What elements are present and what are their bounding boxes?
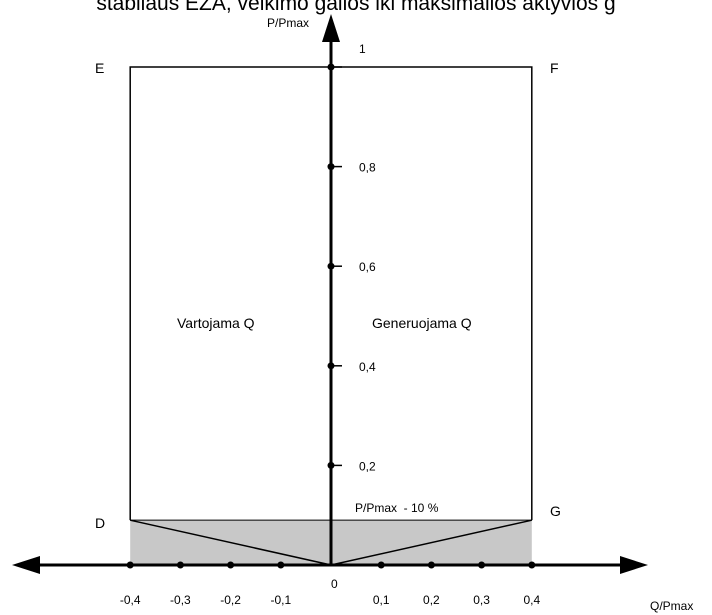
y-tick-label: 0,8 bbox=[359, 161, 376, 175]
x-tick-label: -0,4 bbox=[120, 593, 141, 607]
x-axis-right-arrow-icon bbox=[620, 556, 648, 574]
diagonal-origin-to-d bbox=[130, 519, 332, 566]
x-tick-label: 0,2 bbox=[423, 593, 440, 607]
x-tick-mark bbox=[427, 561, 435, 569]
x-tick-label: -0,3 bbox=[170, 593, 191, 607]
corner-label-d: D bbox=[95, 515, 105, 531]
x-tick-mark bbox=[277, 561, 285, 569]
x-axis-ticks: -0,4 -0,3 -0,2 -0,1 0,1 0,2 0,3 0,4 bbox=[120, 561, 540, 607]
y-axis-ticks: 0,2 0,4 0,6 0,8 1 bbox=[327, 42, 376, 473]
y-axis-up-arrow-icon bbox=[322, 14, 340, 42]
threshold-label: P/Pmax - 10 % bbox=[355, 501, 439, 515]
corner-label-f: F bbox=[550, 60, 559, 76]
y-tick-label: 1 bbox=[359, 42, 366, 56]
x-tick-mark bbox=[126, 561, 134, 569]
region-label-generated-q: Generuojama Q bbox=[372, 315, 472, 331]
diagram-title: stabilaus EŽA, veikimo galios iki maksim… bbox=[96, 0, 615, 15]
x-axis-left-arrow-icon bbox=[12, 556, 40, 574]
x-tick-mark bbox=[528, 561, 536, 569]
region-label-consumed-q: Vartojama Q bbox=[177, 315, 255, 331]
y-tick-label: 0,2 bbox=[359, 459, 376, 473]
diagonal-origin-to-g bbox=[330, 519, 532, 566]
y-tick-label: 0,4 bbox=[359, 360, 376, 374]
y-axis-title: P/Pmax bbox=[267, 16, 309, 30]
corner-label-g: G bbox=[550, 503, 561, 519]
x-tick-label: 0,4 bbox=[523, 593, 540, 607]
x-tick-label: -0,2 bbox=[220, 593, 241, 607]
y-tick-label: 0,6 bbox=[359, 260, 376, 274]
x-axis-title: Q/Pmax bbox=[650, 599, 693, 613]
x-tick-label: 0,1 bbox=[373, 593, 390, 607]
origin-label: 0 bbox=[331, 577, 338, 591]
x-tick-mark bbox=[478, 561, 486, 569]
x-tick-label: 0,3 bbox=[473, 593, 490, 607]
corner-label-e: E bbox=[95, 60, 104, 76]
x-tick-mark bbox=[377, 561, 385, 569]
x-tick-mark bbox=[176, 561, 184, 569]
x-tick-mark bbox=[227, 561, 235, 569]
x-tick-label: -0,1 bbox=[270, 593, 291, 607]
